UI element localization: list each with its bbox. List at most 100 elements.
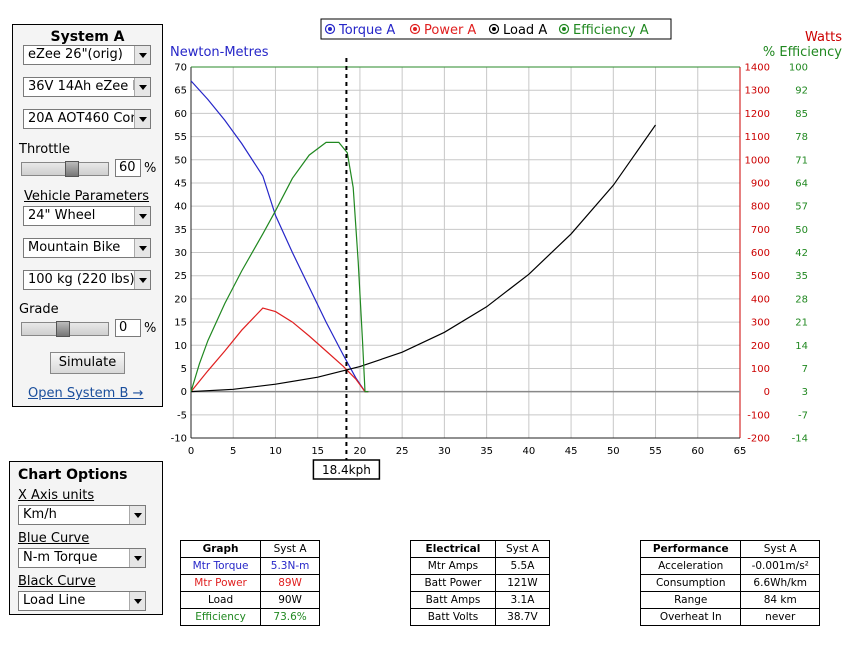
x-tick-label: 55 — [649, 446, 662, 457]
y-tick-label-watts: 700 — [751, 225, 770, 236]
x-axis-units-label: X Axis units — [18, 488, 95, 503]
controller-select-value: 20A AOT460 Cont — [28, 111, 144, 126]
throttle-slider[interactable] — [21, 161, 109, 177]
y-tick-label-efficiency: 21 — [795, 318, 808, 329]
y-tick-label-efficiency: -7 — [798, 410, 808, 421]
wheel-select[interactable]: 24" Wheel — [23, 206, 151, 226]
row-label: Batt Amps — [410, 591, 496, 609]
y-tick-label-efficiency: 7 — [802, 364, 808, 375]
system-a-title: System A — [50, 29, 125, 45]
y-tick-label-efficiency: 35 — [795, 271, 808, 282]
table-row: Overheat In never — [639, 608, 820, 626]
y-tick-label-watts: 1300 — [745, 86, 770, 97]
x-tick-label: 15 — [311, 446, 324, 457]
motor-simulation-chart: 0 5 10 15 20 25 30 35 40 45 50 55 60 65-10-5051015202… — [170, 18, 842, 480]
y-tick-label-watts: 200 — [751, 341, 770, 352]
bike-type-select-value: Mountain Bike — [28, 240, 121, 255]
y-tick-label-nm: -10 — [171, 434, 187, 445]
y-tick-label-watts: 1400 — [745, 63, 770, 74]
y-tick-label-nm: 45 — [174, 178, 187, 189]
grade-slider-thumb[interactable] — [56, 321, 70, 337]
table-row: Batt Power 121W — [410, 574, 551, 592]
throttle-slider-thumb[interactable] — [65, 161, 80, 177]
row-value: 84 km — [740, 591, 820, 609]
row-value: 3.1A — [494, 591, 551, 609]
vehicle-parameters-label: Vehicle Parameters — [24, 189, 150, 204]
series-line-efficiency-a — [190, 141, 369, 393]
battery-select-value: 36V 14Ah eZee Li — [28, 79, 144, 94]
y-tick-label-watts: 300 — [751, 318, 770, 329]
chevron-down-icon — [129, 592, 145, 610]
y-tick-label-nm: 40 — [174, 202, 187, 213]
row-value: 6.6Wh/km — [740, 574, 820, 592]
y-tick-label-nm: 30 — [174, 248, 187, 259]
blue-curve-label: Blue Curve — [18, 531, 90, 546]
controller-select[interactable]: 20A AOT460 Cont — [23, 109, 151, 129]
row-label: Mtr Torque — [179, 557, 262, 575]
grade-input[interactable]: 0 — [115, 319, 141, 337]
y-tick-label-nm: 10 — [174, 341, 187, 352]
chevron-down-icon — [134, 207, 150, 225]
y-tick-label-watts: 500 — [751, 271, 770, 282]
table-row: Range 84 km — [639, 591, 820, 609]
series-line-torque-a — [190, 80, 369, 393]
simulate-button[interactable]: Simulate — [50, 352, 125, 374]
y-tick-label-nm: 50 — [174, 155, 187, 166]
chevron-down-icon — [134, 78, 150, 96]
table-header: Syst A — [494, 540, 551, 558]
row-label: Efficiency — [179, 608, 262, 626]
battery-select[interactable]: 36V 14Ah eZee Li — [23, 77, 151, 97]
motor-select[interactable]: eZee 26"(orig) — [23, 45, 151, 65]
chevron-down-icon — [129, 506, 145, 524]
row-value: 5.5A — [494, 557, 551, 575]
weight-select[interactable]: 100 kg (220 lbs) G — [23, 270, 151, 290]
x-tick-label: 5 — [230, 446, 236, 457]
y-tick-label-nm: 70 — [174, 63, 187, 74]
table-row: Batt Amps 3.1A — [410, 591, 551, 609]
right-axis-title-efficiency: % Efficiency — [763, 45, 842, 60]
row-label: Batt Power — [410, 574, 496, 592]
row-value: 73.6% — [260, 608, 320, 626]
x-tick-label: 30 — [438, 446, 451, 457]
y-tick-label-watts: -100 — [747, 410, 770, 421]
x-tick-label: 45 — [565, 446, 578, 457]
chevron-down-icon — [134, 271, 150, 289]
table-row: Consumption 6.6Wh/km — [639, 574, 820, 592]
grade-label: Grade — [19, 302, 59, 317]
y-tick-label-watts: 1100 — [745, 132, 770, 143]
speed-marker-label: 18.4kph — [322, 463, 371, 477]
y-tick-label-watts: 1000 — [745, 155, 770, 166]
y-tick-label-watts: 400 — [751, 294, 770, 305]
bike-type-select[interactable]: Mountain Bike — [23, 238, 151, 258]
row-label: Range — [639, 591, 742, 609]
series-line-power-a — [190, 307, 369, 393]
blue-curve-select[interactable]: N-m Torque — [18, 548, 146, 568]
y-tick-label-efficiency: 85 — [795, 109, 808, 120]
y-tick-label-watts: -200 — [747, 434, 770, 445]
row-value: 89W — [260, 574, 320, 592]
table-header: Syst A — [260, 540, 320, 558]
legend-marker-dot-icon — [413, 27, 417, 31]
weight-select-value: 100 kg (220 lbs) G — [28, 272, 149, 287]
legend-marker-dot-icon — [492, 27, 496, 31]
legend-label: Load A — [503, 23, 547, 38]
grade-slider[interactable] — [21, 321, 109, 337]
open-system-b-link[interactable]: Open System B → — [28, 386, 144, 401]
x-tick-label: 35 — [480, 446, 493, 457]
table-row: Load 90W — [179, 591, 320, 609]
y-tick-label-efficiency: 92 — [795, 86, 808, 97]
throttle-input[interactable]: 60 — [115, 159, 141, 177]
chevron-down-icon — [129, 549, 145, 567]
table-row: Mtr Amps 5.5A — [410, 557, 551, 575]
row-value: never — [740, 608, 820, 626]
x-tick-label: 65 — [734, 446, 747, 457]
y-tick-label-nm: 35 — [174, 225, 187, 236]
x-axis-units-select[interactable]: Km/h — [18, 505, 146, 525]
black-curve-value: Load Line — [23, 593, 86, 608]
row-label: Consumption — [639, 574, 742, 592]
y-tick-label-watts: 600 — [751, 248, 770, 259]
y-tick-label-watts: 900 — [751, 178, 770, 189]
black-curve-select[interactable]: Load Line — [18, 591, 146, 611]
y-tick-label-nm: 20 — [174, 294, 187, 305]
row-value: 90W — [260, 591, 320, 609]
